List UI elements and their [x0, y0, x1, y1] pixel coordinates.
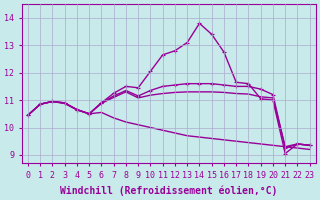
- X-axis label: Windchill (Refroidissement éolien,°C): Windchill (Refroidissement éolien,°C): [60, 185, 277, 196]
